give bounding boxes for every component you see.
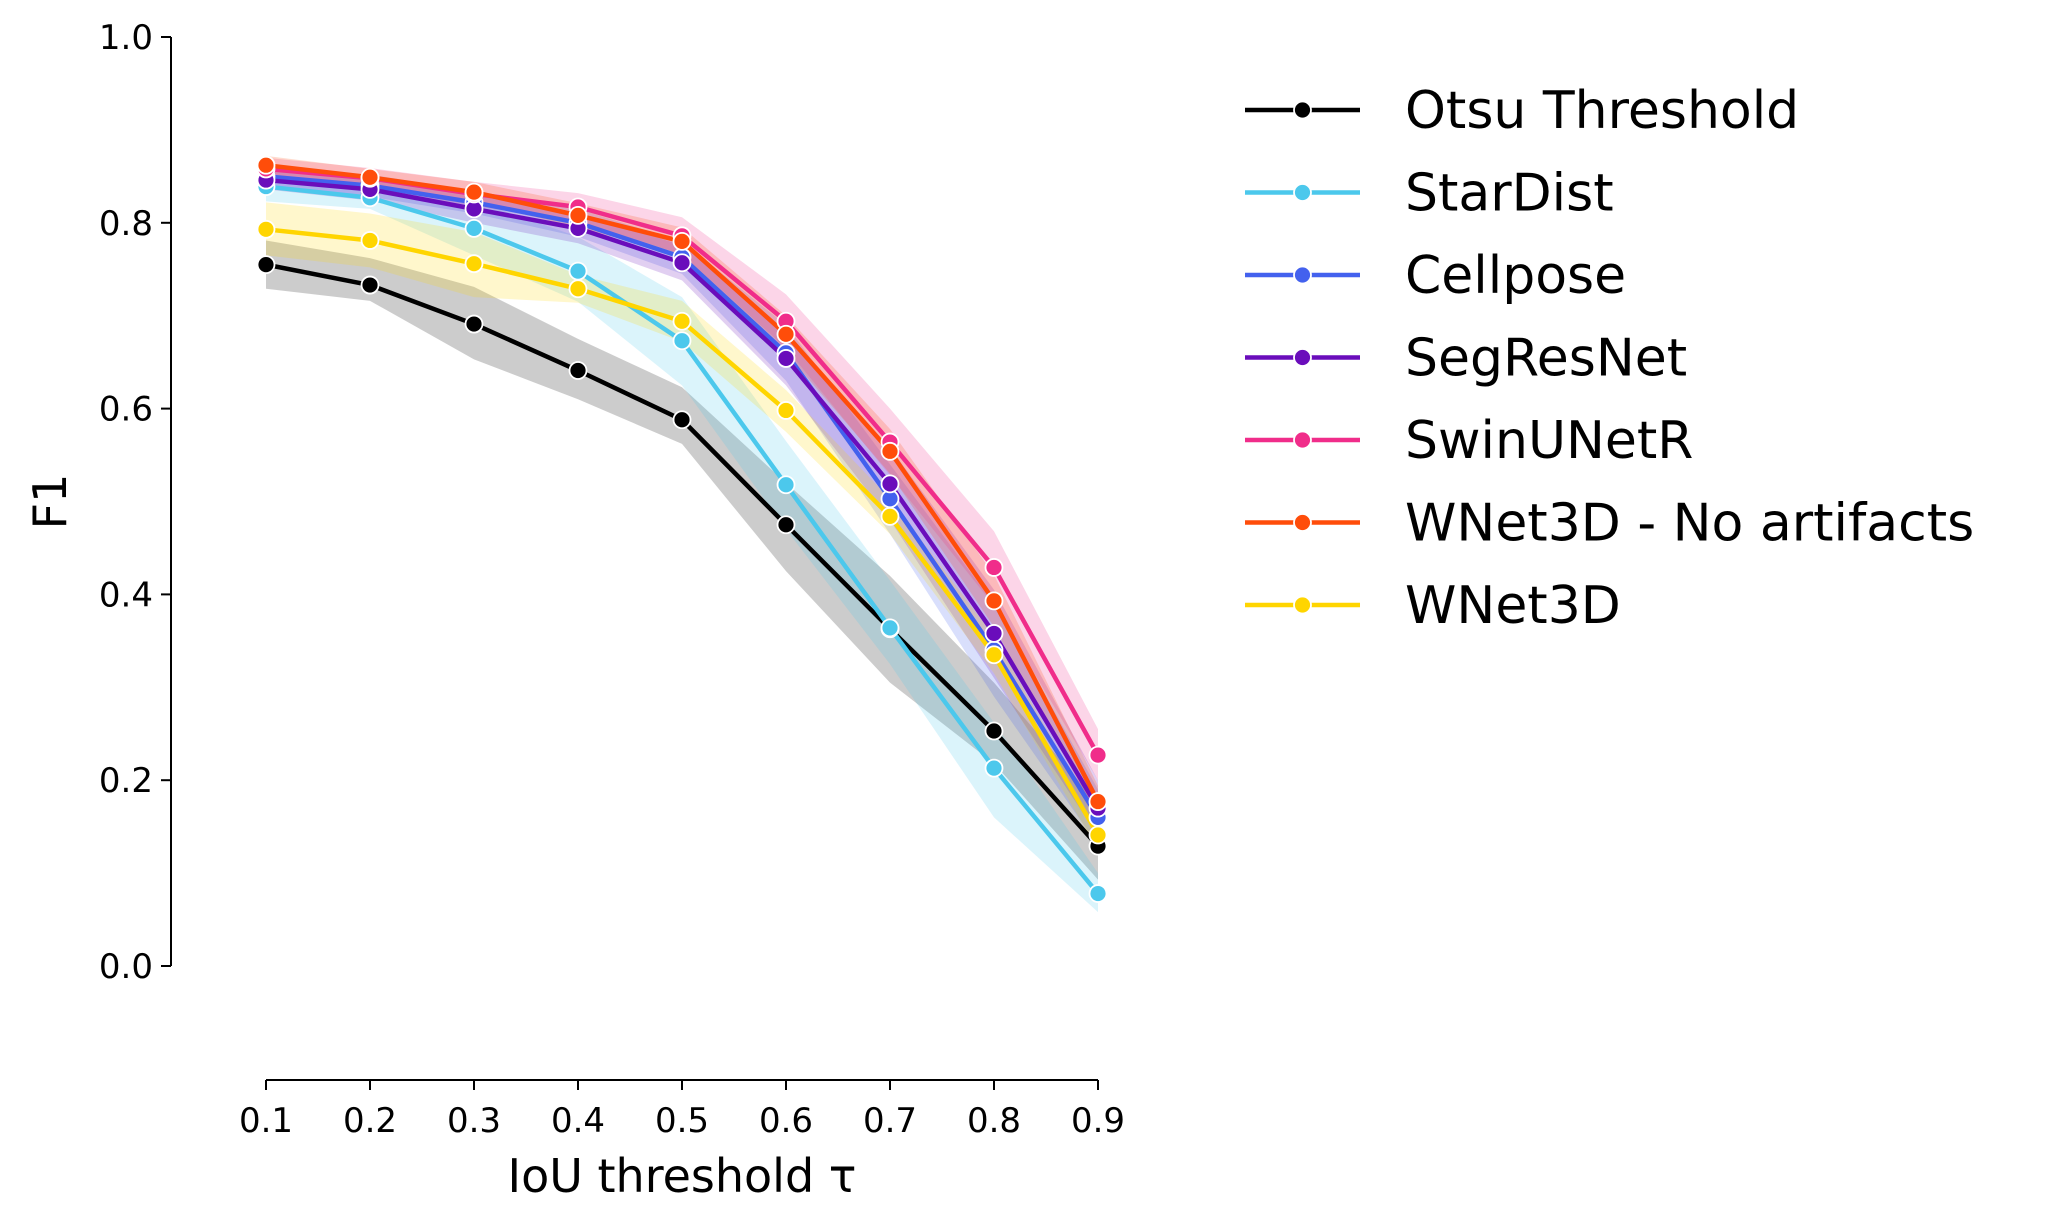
legend: Otsu Threshold StarDist Cellpose SegResNet S… [1245,81,1974,636]
y-tick-label: 0.8 [99,204,153,244]
point-wnet3d [880,506,900,526]
x-tick-label: 0.5 [655,1101,709,1141]
y-tick-label: 0.0 [99,947,153,987]
y-tick-label: 0.2 [99,761,153,801]
x-axis-label: IoU threshold τ [508,1149,857,1203]
x-axis-ticks: 0.1 0.2 0.3 0.4 0.5 0.6 0.7 0.8 0.9 [239,1080,1125,1141]
point-stardist [464,218,484,238]
legend-item-swinunetr: SwinUNetR [1245,411,1693,471]
x-tick-label: 0.6 [759,1101,813,1141]
point-wnet3d [360,231,380,250]
y-tick-label: 1.0 [99,18,153,58]
x-tick-label: 0.2 [343,1101,397,1141]
y-axis-label: F1 [23,474,77,530]
legend-swatch-marker [1293,183,1312,202]
point-wnet3d [464,254,484,274]
point-wnet3d-no-artifacts [464,182,484,202]
point-wnet3d-no-artifacts [776,324,796,344]
legend-label: SwinUNetR [1405,411,1693,471]
legend-swatch-marker [1293,100,1312,120]
series-points [256,155,1108,903]
legend-swatch-marker [1293,430,1312,450]
legend-item-cellpose: Cellpose [1245,246,1626,306]
legend-swatch-marker [1293,348,1312,367]
point-wnet3d [568,279,588,299]
legend-swatch-marker [1293,513,1312,532]
point-stardist [672,331,692,351]
point-wnet3d-no-artifacts [672,231,692,251]
y-axis-ticks: 0.0 0.2 0.4 0.6 0.8 1.0 [99,18,171,987]
point-otsu-threshold [984,721,1004,741]
point-segresnet [984,624,1004,643]
y-tick-label: 0.4 [99,575,153,615]
point-wnet3d [672,311,692,331]
x-tick-label: 0.4 [551,1101,605,1141]
point-stardist [880,618,900,638]
x-tick-label: 0.7 [863,1101,917,1141]
point-otsu-threshold [256,255,276,275]
point-segresnet [880,474,900,494]
legend-swatch-marker [1293,595,1312,615]
legend-label: SegResNet [1405,329,1687,389]
point-wnet3d-no-artifacts [256,155,276,175]
x-tick-label: 0.1 [239,1101,293,1141]
point-wnet3d [776,401,796,420]
x-tick-label: 0.8 [967,1101,1021,1141]
point-wnet3d [1088,825,1108,845]
band-swinunetr [266,157,1098,781]
point-swinunetr [984,558,1004,577]
point-stardist [568,261,588,281]
x-tick-label: 0.3 [447,1101,501,1141]
legend-item-wnet3d-no-artifacts: WNet3D - No artifacts [1245,494,1974,554]
point-stardist [776,475,796,495]
y-tick-label: 0.6 [99,390,153,430]
point-stardist [1088,884,1108,903]
legend-label: WNet3D - No artifacts [1405,494,1974,554]
x-tick-label: 0.9 [1071,1101,1125,1141]
point-wnet3d-no-artifacts [360,167,380,187]
point-wnet3d-no-artifacts [880,441,900,461]
legend-item-wnet3d: WNet3D [1245,576,1621,636]
point-swinunetr [1088,745,1108,765]
point-segresnet [672,253,692,273]
point-otsu-threshold [464,314,484,334]
point-wnet3d-no-artifacts [568,205,588,225]
point-segresnet [776,349,796,368]
point-otsu-threshold [672,410,692,430]
legend-label: WNet3D [1405,576,1621,636]
legend-label: Otsu Threshold [1405,81,1799,141]
legend-swatch-marker [1293,265,1312,285]
point-otsu-threshold [360,275,380,295]
point-wnet3d [984,645,1004,665]
point-wnet3d-no-artifacts [1088,792,1108,811]
legend-label: Cellpose [1405,246,1626,306]
legend-label: StarDist [1405,164,1614,224]
point-otsu-threshold [776,515,796,535]
point-wnet3d [256,219,276,239]
legend-item-otsu-threshold: Otsu Threshold [1245,81,1799,141]
legend-item-segresnet: SegResNet [1245,329,1687,389]
point-stardist [984,758,1004,778]
point-wnet3d-no-artifacts [984,591,1004,611]
point-otsu-threshold [568,361,588,380]
legend-item-stardist: StarDist [1245,164,1614,224]
